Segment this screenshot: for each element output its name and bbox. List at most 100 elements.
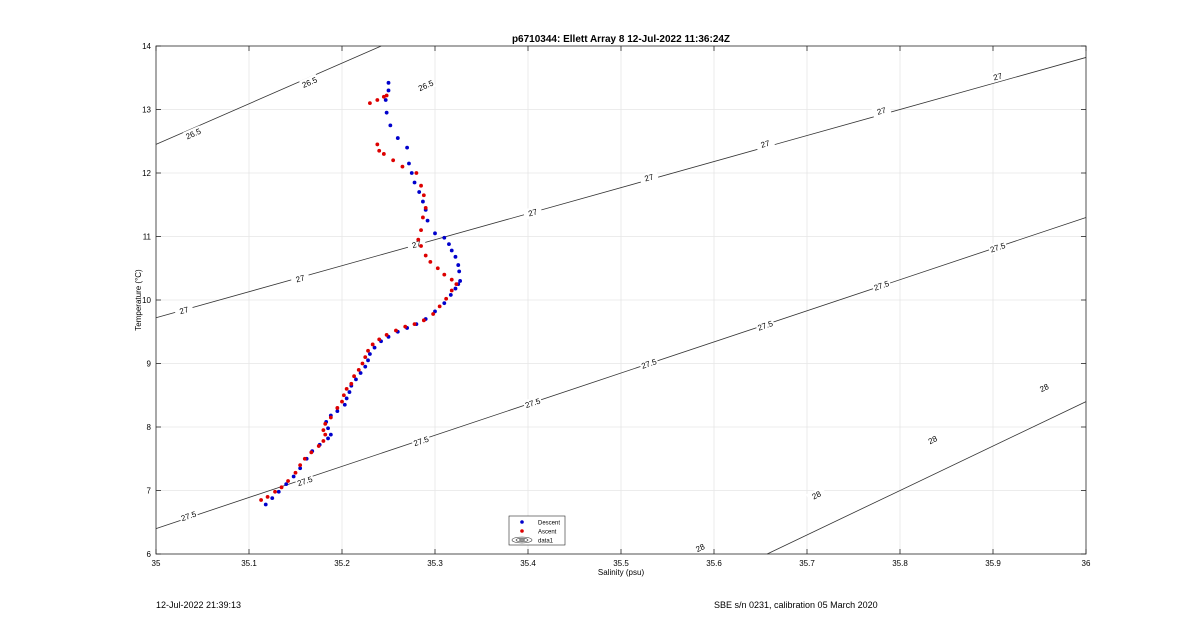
ascent-point [363,355,368,360]
isopycnal-label: 27 [644,172,656,183]
isopycnal-label-bg [987,239,1008,255]
ascent-point [341,393,346,398]
descent-point [453,286,458,291]
x-axis-label: Salinity (psu) [598,568,645,577]
ascent-point [449,277,454,282]
descent-point [344,396,349,401]
ascent-point [394,328,398,333]
ascent-point [423,206,428,210]
descent-point [384,110,389,115]
ascent-point [381,152,386,156]
isopycnal-contours: 26.526.5 26.5272727272727272727.527.527.5… [155,45,1087,557]
ascent-point [335,406,340,410]
ascent-point [323,421,328,426]
ascent-point [384,93,389,98]
ascent-point [309,450,314,455]
ts-diagram: 26.526.5 26.5272727272727272727.527.527.5… [134,34,1091,577]
x-tick-label: 35.9 [985,559,1001,568]
isopycnal-label: 27 [992,71,1004,82]
legend-ascent-label: Ascent [538,530,557,536]
isopycnal-label-bg [922,431,943,449]
isopycnal-label-bg [178,508,199,524]
ascent-point [375,98,380,102]
y-tick-label: 14 [142,42,151,51]
y-tick-label: 13 [142,106,151,115]
isopycnal-label-bg [415,77,436,94]
data-points [259,80,463,507]
ascent-point [428,260,433,264]
descent-point [354,377,358,382]
isopycnal-label-bg [987,69,1008,84]
isopycnal-label: 27 [876,106,888,117]
isopycnal-line-27 [155,57,1087,319]
y-tick-label: 8 [147,423,152,432]
ascent-point [419,244,423,248]
footer-timestamp: 12-Jul-2022 21:39:13 [156,600,242,610]
ascent-point [370,342,375,347]
descent-point [372,345,377,350]
ascent-point [298,463,303,467]
x-tick-label: 35.2 [334,559,350,568]
ascent-point [368,101,372,106]
descent-point [368,352,372,356]
isopycnal-label-bg [871,277,892,293]
descent-point [270,496,275,501]
ascent-point [412,322,417,327]
ascent-point [286,479,290,483]
ascent-point [442,272,447,277]
isopycnal-label-bg [689,539,711,557]
chart-title: p6710344: Ellett Array 8 12-Jul-2022 11:… [512,34,730,45]
descent-point [347,390,352,394]
descent-point [457,269,462,274]
ascent-point [384,333,389,337]
legend-data1-label: data1 [538,539,554,545]
isopycnal-label-bg [299,74,320,91]
ascent-point [302,456,307,461]
isopycnal-label: 28 [811,489,823,501]
isopycnal-line-28 [766,401,1087,555]
isopycnal-label: 27 [179,305,191,316]
descent-point [425,218,430,223]
ascent-point [259,498,263,502]
ascent-point [316,444,321,448]
descent-point [448,293,453,297]
descent-point [409,171,414,175]
descent-point [291,474,296,479]
y-tick-label: 12 [142,169,151,178]
x-tick-label: 35.4 [520,559,536,568]
y-tick-label: 11 [143,233,152,242]
descent-point [263,502,268,507]
ascent-point [377,148,382,153]
ascent-point [421,318,426,323]
ascent-point [321,428,326,433]
legend-descent-marker [520,520,524,524]
ascent-point [279,485,284,490]
ascent-point [391,158,396,163]
descent-point [358,371,363,375]
ascent-point [414,171,419,175]
x-tick-label: 36 [1082,559,1091,568]
descent-point [383,98,388,102]
legend-descent-label: Descent [538,521,560,527]
y-tick-label: 6 [147,550,152,559]
isopycnal-label-bg [410,433,432,449]
descent-point [366,358,370,363]
isopycnal-label-bg [638,355,660,372]
isopycnal-label: 28 [927,434,939,446]
y-tick-label: 7 [147,487,152,496]
isopycnal-label-bg [294,473,315,489]
ascent-point [419,228,423,233]
descent-point [453,254,458,259]
ascent-point [349,381,354,386]
y-tick-label: 9 [147,360,152,369]
ascent-point [419,183,423,188]
isopycnal-label: 28 [1038,382,1050,394]
descent-point [363,364,368,369]
isopycnal-label-bg [755,136,776,152]
descent-point [447,242,451,247]
isopycnal-label-bg [638,170,659,185]
ascent-point [403,324,408,329]
ascent-point [293,470,298,475]
isopycnal-line-26-5 [155,45,382,145]
ascent-point [344,387,349,391]
